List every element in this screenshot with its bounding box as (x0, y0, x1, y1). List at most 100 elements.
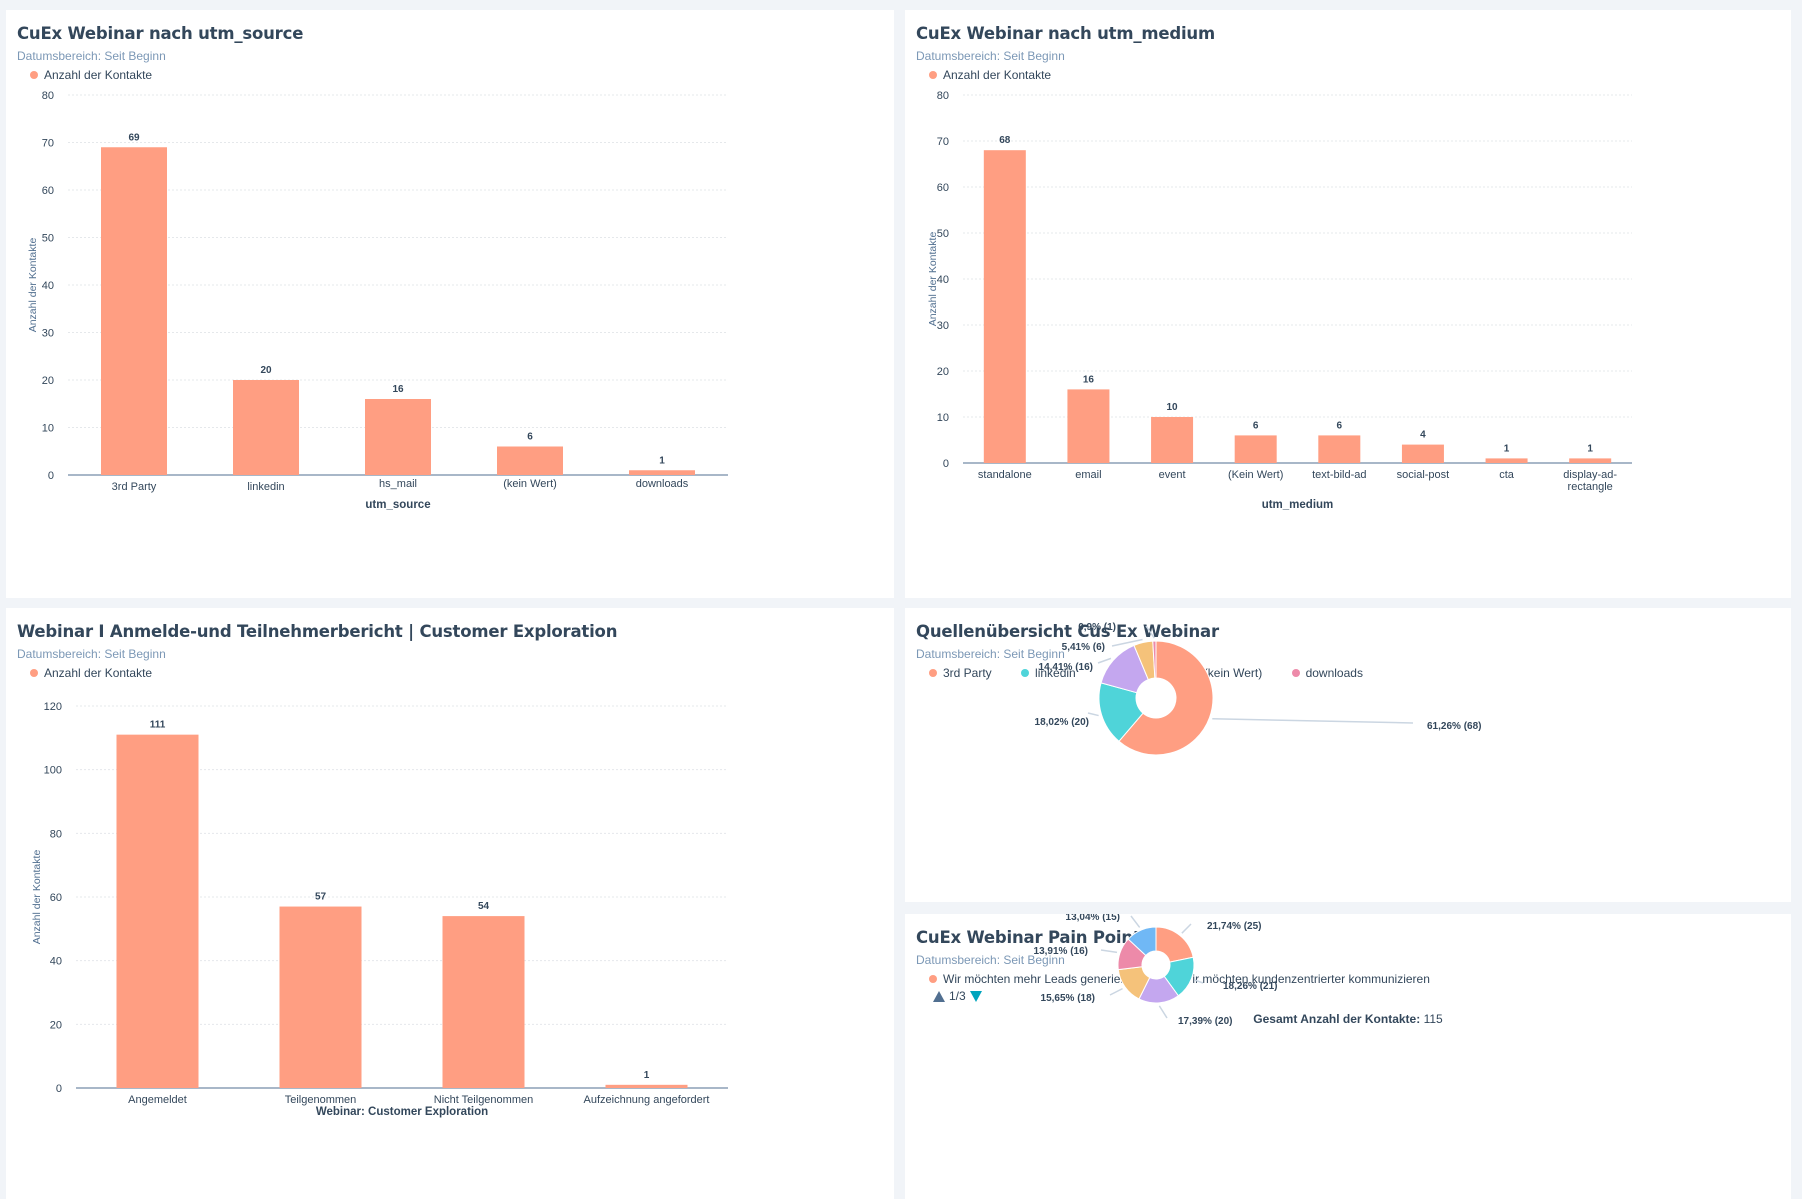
chart-title: CuEx Webinar Pain Points (916, 928, 1151, 947)
donut-chart-pain-points: 21,74% (25) 18,26% (21) 17,39% (20) 15,65% … (1034, 914, 1278, 1027)
chart-card-utm-source: CuEx Webinar nach utm_source Datumsberei… (6, 10, 894, 598)
legend-dot (929, 71, 937, 79)
y-tick-label: 80 (50, 828, 62, 840)
bar (1569, 458, 1612, 463)
slice-label: 13,04% (15) (1066, 914, 1120, 923)
legend-label: downloads (1305, 666, 1363, 680)
data-label: 69 (128, 132, 140, 143)
legend-label: Wir möchten mehr Leads generieren (943, 972, 1138, 986)
y-tick-label: 100 (44, 765, 62, 777)
y-tick-label: 30 (937, 320, 949, 332)
x-axis-title: Webinar: Customer Exploration (316, 1106, 488, 1118)
chart-date-range: Datumsbereich: Seit Beginn (916, 49, 1065, 63)
legend-dot (30, 71, 38, 79)
bar (101, 147, 167, 475)
legend-item[interactable]: Anzahl der Kontakte (929, 68, 1051, 82)
total-label: Gesamt Anzahl der Kontakte: (1253, 1012, 1421, 1026)
slice-label: 13,91% (16) (1034, 946, 1088, 957)
chart-title: Webinar I Anmelde-und Teilnehmerbericht … (17, 622, 618, 641)
slice-label: 0,9% (1) (1078, 622, 1116, 633)
data-label: 1 (1587, 443, 1593, 454)
y-tick-label: 20 (50, 1019, 62, 1031)
legend-item[interactable]: Anzahl der Kontakte (30, 68, 152, 82)
y-tick-label: 80 (42, 90, 54, 102)
total-value: 115 (1423, 1012, 1443, 1026)
y-axis-title: Anzahl der Kontakte (31, 850, 43, 945)
legend-dot (929, 669, 937, 677)
chart-card-pain-points: CuEx Webinar Pain Points Datumsbereich: … (905, 914, 1791, 1199)
chart-title: Quellenübersicht Cus Ex Webinar (916, 622, 1219, 641)
pager-label: 1/3 (949, 989, 966, 1003)
legend-label: Anzahl der Kontakte (943, 68, 1052, 82)
slice-label: 17,39% (20) (1178, 1016, 1232, 1027)
data-label: 6 (1337, 420, 1343, 431)
bar (1401, 444, 1444, 463)
legend-item[interactable]: Anzahl der Kontakte (30, 666, 152, 680)
bar (279, 906, 362, 1088)
pager-down-icon[interactable] (969, 990, 982, 1002)
chart-legend[interactable]: Anzahl der Kontakte (30, 68, 178, 82)
x-axis-title: utm_medium (1262, 499, 1334, 511)
x-tick-label: email (1075, 469, 1101, 481)
x-tick-label: Aufzeichnung angefordert (584, 1094, 710, 1106)
pie-slice (1152, 640, 1157, 679)
legend-item-downloads[interactable]: downloads (1291, 666, 1363, 680)
legend-label: Wir möchten kundenzentrierter kommunizie… (1181, 972, 1430, 986)
y-axis-title: Anzahl der Kontakte (27, 238, 39, 333)
chart-card-source-overview: Quellenübersicht Cus Ex Webinar Datumsbe… (905, 608, 1791, 902)
x-tick-label: social-post (1397, 469, 1450, 481)
y-tick-label: 10 (937, 412, 949, 424)
leader-line (1130, 915, 1141, 928)
slice-label: 14,41% (16) (1039, 662, 1093, 673)
leader-line (1087, 712, 1099, 717)
y-tick-label: 20 (42, 375, 54, 387)
data-label: 1 (1504, 443, 1510, 454)
bar (983, 150, 1026, 463)
pie-slice (1118, 640, 1214, 756)
data-label: 10 (1167, 402, 1179, 413)
data-label: 6 (1253, 420, 1259, 431)
x-tick-label: cta (1499, 469, 1515, 481)
data-label: 4 (1420, 430, 1426, 441)
chart-card-webinar-report: Webinar I Anmelde-und Teilnehmerbericht … (6, 608, 894, 1199)
x-tick-label: Nicht Teilgenommen (434, 1094, 533, 1106)
y-tick-label: 50 (937, 228, 949, 240)
y-tick-label: 60 (42, 185, 54, 197)
x-tick-label: (kein Wert) (503, 478, 557, 490)
bar (233, 380, 299, 475)
legend-item-linkedin[interactable]: linkedin (1021, 666, 1076, 680)
y-tick-label: 40 (937, 274, 949, 286)
chart-legend[interactable]: Wir möchten mehr Leads generieren Wir mö… (929, 972, 1456, 986)
chart-legend[interactable]: Anzahl der Kontakte (929, 68, 1077, 82)
x-tick-label: display-ad- (1563, 469, 1617, 481)
pie-slice (1155, 926, 1194, 963)
leader-line (1212, 718, 1414, 724)
x-tick-label: Teilgenommen (285, 1094, 357, 1106)
bar (1234, 435, 1277, 463)
leader-line (1100, 949, 1118, 954)
x-tick-label: (Kein Wert) (1228, 469, 1283, 481)
chart-legend[interactable]: Anzahl der Kontakte (30, 666, 178, 680)
legend-label: Anzahl der Kontakte (44, 666, 153, 680)
chart-date-range: Datumsbereich: Seit Beginn (17, 647, 166, 661)
bar-chart-utm-medium: 0102030405060708068standalone16email10ev… (927, 90, 1632, 511)
chart-card-utm-medium: CuEx Webinar nach utm_medium Datumsberei… (905, 10, 1791, 598)
slice-label: 18,26% (21) (1223, 981, 1277, 992)
leader-line (1158, 1005, 1168, 1019)
legend-label: linkedin (1035, 666, 1076, 680)
pager-up-icon[interactable] (933, 990, 945, 1002)
leader-line (1097, 657, 1112, 664)
legend-label: 3rd Party (943, 666, 992, 680)
leader-line (1145, 625, 1155, 639)
x-tick-label: downloads (636, 478, 689, 490)
legend-item-3rd-party[interactable]: 3rd Party (929, 666, 992, 680)
legend-item-leads[interactable]: Wir möchten mehr Leads generieren (929, 972, 1138, 986)
y-tick-label: 0 (48, 470, 54, 482)
x-tick-label: hs_mail (379, 478, 417, 490)
y-tick-label: 80 (937, 90, 949, 102)
data-label: 16 (1083, 374, 1095, 385)
x-tick-label: event (1159, 469, 1186, 481)
slice-label: 15,65% (18) (1041, 993, 1095, 1004)
slice-label: 61,26% (68) (1427, 721, 1481, 732)
data-label: 20 (260, 365, 272, 376)
